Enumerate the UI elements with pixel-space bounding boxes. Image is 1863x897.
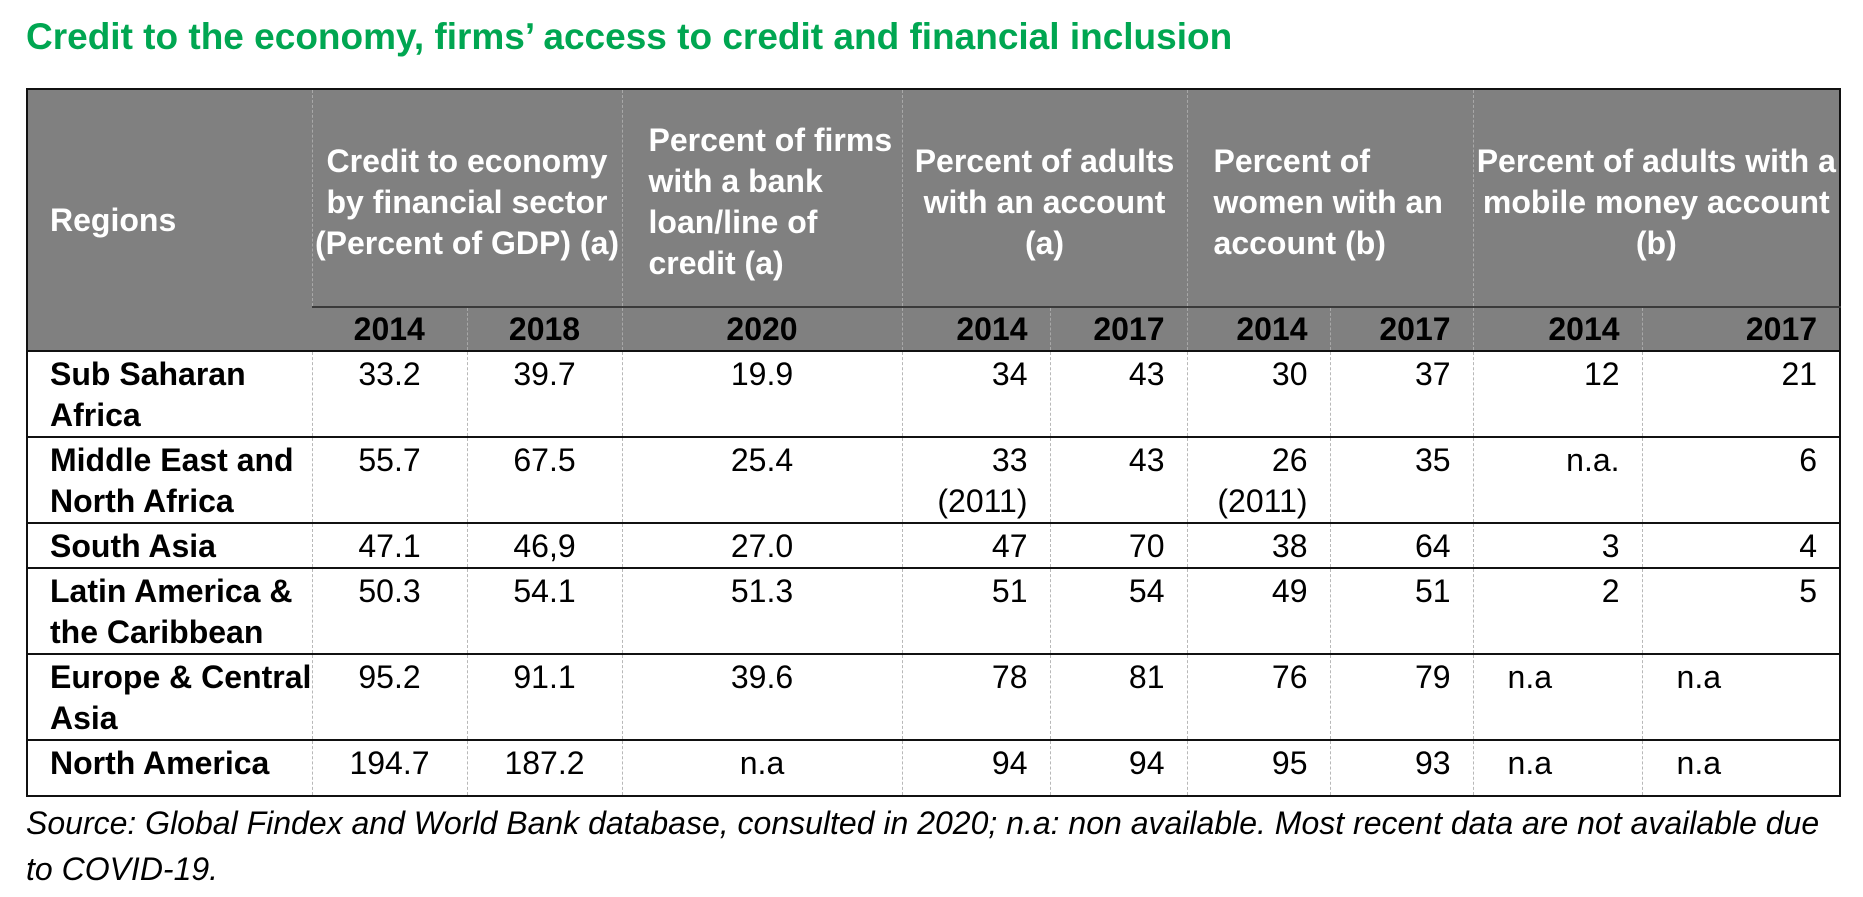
header-adults-account: Percent of adults with an account (a) (901, 89, 1188, 307)
header-year-row: 2014 2018 2020 2014 2017 2014 2017 2014 … (27, 306, 1841, 351)
data-cell: 55.7 (311, 436, 467, 523)
table-row: Europe & Central Asia 95.2 91.1 39.6 78 … (27, 653, 1841, 740)
data-cell: 46,9 (466, 522, 622, 568)
data-cell: 78 (901, 653, 1050, 740)
data-cell: n.a (1472, 739, 1643, 796)
data-cell: 4 (1641, 522, 1841, 568)
data-cell: 38 (1186, 522, 1331, 568)
data-cell: 81 (1049, 653, 1188, 740)
header-mobile-money: Percent of adults with a mobile money ac… (1472, 89, 1841, 307)
data-cell: 39.7 (466, 350, 622, 437)
region-cell: Sub Saharan Africa (27, 350, 312, 437)
year-header: 2014 (1472, 306, 1643, 351)
header-women-account: Percent of women with an account (b) (1186, 89, 1474, 307)
table-title: Credit to the economy, firms’ access to … (26, 16, 1233, 57)
year-header: 2020 (621, 306, 902, 351)
region-cell: Middle East and North Africa (27, 436, 312, 523)
year-header: 2017 (1641, 306, 1841, 351)
table-body: Sub Saharan Africa 33.2 39.7 19.9 34 43 … (27, 350, 1841, 796)
data-cell: 79 (1329, 653, 1474, 740)
table-row: Middle East and North Africa 55.7 67.5 2… (27, 436, 1841, 523)
data-cell: 19.9 (621, 350, 902, 437)
table-row: Sub Saharan Africa 33.2 39.7 19.9 34 43 … (27, 350, 1841, 437)
data-cell: 12 (1472, 350, 1643, 437)
data-cell: 43 (1049, 350, 1188, 437)
year-header: 2018 (466, 306, 622, 351)
data-cell: 5 (1641, 567, 1841, 654)
data-cell: 39.6 (621, 653, 902, 740)
data-cell: 35 (1329, 436, 1474, 523)
data-cell: n.a (1641, 653, 1841, 740)
data-cell: 54 (1049, 567, 1188, 654)
data-table: Regions Credit to economy by financial s… (26, 88, 1842, 797)
data-cell: 93 (1329, 739, 1474, 796)
data-cell: 95.2 (311, 653, 467, 740)
region-cell: South Asia (27, 522, 312, 568)
data-cell: 64 (1329, 522, 1474, 568)
data-cell: 37 (1329, 350, 1474, 437)
data-cell: 3 (1472, 522, 1643, 568)
data-cell: 33 (2011) (901, 436, 1050, 523)
data-cell: n.a (1472, 653, 1643, 740)
table-row: North America 194.7 187.2 n.a 94 94 95 9… (27, 739, 1841, 796)
header-regions: Regions (27, 89, 312, 351)
data-cell: 30 (1186, 350, 1331, 437)
region-cell: North America (27, 739, 312, 796)
data-cell: 94 (901, 739, 1050, 796)
data-cell: 51.3 (621, 567, 902, 654)
source-note: Source: Global Findex and World Bank dat… (26, 805, 1820, 887)
data-cell: 95 (1186, 739, 1331, 796)
data-cell: 26 (2011) (1186, 436, 1331, 523)
table-row: South Asia 47.1 46,9 27.0 47 70 38 64 3 … (27, 522, 1841, 568)
data-cell: 47 (901, 522, 1050, 568)
year-header: 2014 (1186, 306, 1331, 351)
data-cell: 27.0 (621, 522, 902, 568)
data-cell: 187.2 (466, 739, 622, 796)
header-credit-to-economy: Credit to economy by financial sector (P… (311, 89, 622, 307)
data-cell: 91.1 (466, 653, 622, 740)
data-cell: 51 (901, 567, 1050, 654)
data-cell: 51 (1329, 567, 1474, 654)
header-group-row: Regions Credit to economy by financial s… (27, 89, 1841, 351)
data-cell: n.a (1641, 739, 1841, 796)
year-header: 2017 (1049, 306, 1188, 351)
data-cell: 2 (1472, 567, 1643, 654)
region-cell: Latin America & the Caribbean (27, 567, 312, 654)
data-cell: 50.3 (311, 567, 467, 654)
data-cell: 21 (1641, 350, 1841, 437)
header-firms-bank-loan: Percent of firms with a bank loan/line o… (621, 89, 902, 307)
data-cell: 25.4 (621, 436, 902, 523)
data-cell: n.a (621, 739, 902, 796)
data-cell: 6 (1641, 436, 1841, 523)
table-row: Latin America & the Caribbean 50.3 54.1 … (27, 567, 1841, 654)
data-cell: 33.2 (311, 350, 467, 437)
region-cell: Europe & Central Asia (27, 653, 312, 740)
data-cell: 34 (901, 350, 1050, 437)
data-cell: 194.7 (311, 739, 467, 796)
year-header: 2017 (1329, 306, 1474, 351)
year-header: 2014 (312, 306, 467, 351)
data-cell: 43 (1049, 436, 1188, 523)
data-cell: 54.1 (466, 567, 622, 654)
data-cell: n.a. (1472, 436, 1643, 523)
data-cell: 76 (1186, 653, 1331, 740)
year-header: 2014 (901, 306, 1050, 351)
data-cell: 49 (1186, 567, 1331, 654)
data-cell: 94 (1049, 739, 1188, 796)
data-cell: 67.5 (466, 436, 622, 523)
data-cell: 70 (1049, 522, 1188, 568)
data-cell: 47.1 (311, 522, 467, 568)
